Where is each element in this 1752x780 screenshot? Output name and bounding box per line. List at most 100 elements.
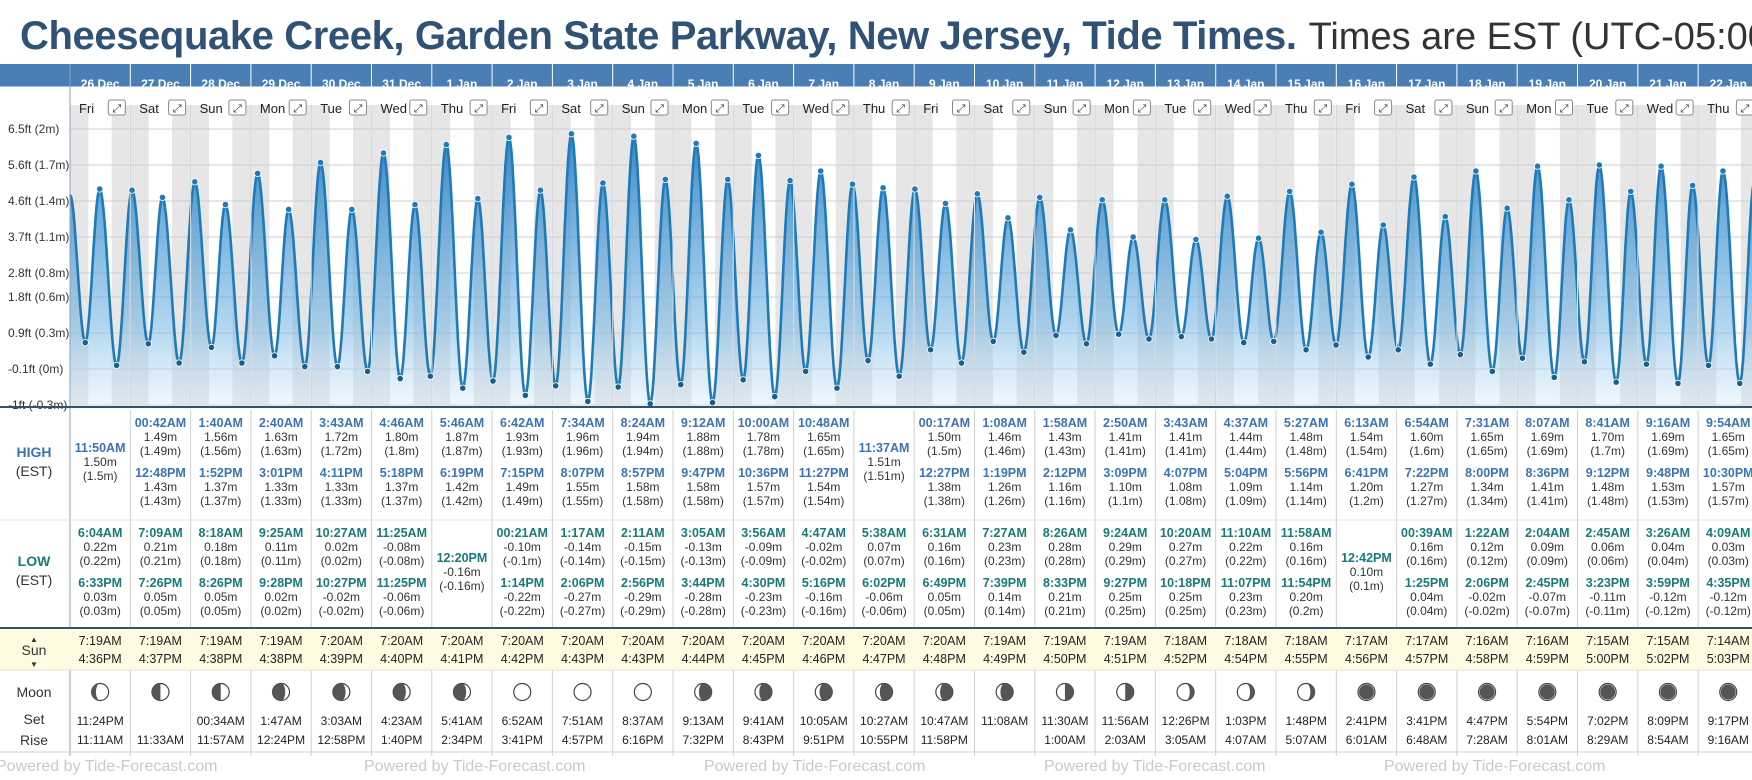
moonrise-time: 4:07AM	[1225, 733, 1266, 747]
low-tide-time: 10:18PM	[1160, 576, 1211, 590]
low-tide-point	[739, 376, 747, 384]
moon-phase-shade	[1245, 683, 1255, 701]
weekday-label: Mon	[1104, 101, 1129, 116]
watermark-text: Powered by Tide-Forecast.com	[0, 758, 218, 775]
high-tide-time: 1:19PM	[983, 466, 1027, 480]
high-tide-time: 9:54AM	[1706, 416, 1750, 430]
row-label-set: Set	[23, 711, 44, 727]
low-tide-height-alt: (0.05m)	[924, 604, 965, 618]
low-tide-point	[1177, 332, 1185, 341]
high-tide-time: 6:41PM	[1345, 466, 1389, 480]
high-tide-point	[221, 201, 230, 209]
moonrise-time: 8:01AM	[1527, 733, 1568, 747]
low-tide-height-alt: (0.11m)	[261, 554, 301, 568]
moon-phase-icon	[633, 682, 652, 702]
moonset-time: 8:37AM	[622, 714, 663, 728]
moon-phase-shade	[1419, 684, 1435, 700]
weekday-label: Mon	[682, 101, 707, 116]
high-tide-height: 1.88m	[686, 430, 719, 444]
high-tide-time: 1:52PM	[199, 466, 243, 480]
low-tide-time: 10:20AM	[1160, 526, 1211, 540]
high-tide-time: 8:41AM	[1585, 416, 1629, 430]
high-tide-height: 1.65m	[1470, 430, 1503, 444]
high-tide-point	[1595, 161, 1603, 169]
low-tide-height: 0.14m	[988, 590, 1021, 604]
low-tide-point	[1145, 335, 1153, 343]
footer-watermarks: Powered by Tide-Forecast.com Powered by …	[0, 756, 1752, 780]
low-tide-height-alt: (-0.22m)	[500, 604, 545, 618]
high-tide-height-alt: (1.27m)	[1406, 494, 1447, 508]
low-tide-height-alt: (-0.28m)	[680, 604, 725, 618]
low-tide-time: 9:25AM	[259, 526, 303, 540]
moonrise-time: 9:51PM	[803, 733, 844, 747]
sunrise-time: 7:14AM	[1707, 634, 1750, 648]
low-tide-point	[833, 384, 841, 392]
low-tide-height-alt: (0.03m)	[1708, 554, 1749, 568]
high-tide-time: 11:37AM	[859, 441, 910, 455]
high-tide-height: 1.09m	[1229, 480, 1262, 494]
high-tide-time: 6:54AM	[1405, 416, 1449, 430]
high-tide-point	[1098, 196, 1106, 204]
weekday-label: Wed	[1647, 101, 1674, 116]
moon-phase-shade	[1125, 683, 1134, 701]
low-tide-height: -0.10m	[504, 540, 541, 554]
low-tide-time: 00:21AM	[497, 526, 548, 540]
high-tide-height-alt: (1.88m)	[682, 444, 723, 458]
low-tide-height: -0.02m	[323, 590, 360, 604]
weekday-label: Wed	[1225, 101, 1252, 116]
low-tide-point	[81, 338, 89, 347]
high-tide-time: 4:37AM	[1224, 416, 1268, 430]
sunset-time: 4:47PM	[863, 652, 906, 666]
sunrise-time: 7:20AM	[742, 634, 785, 648]
moon-phase-shade	[453, 683, 467, 701]
low-tide-point	[1642, 360, 1651, 368]
low-tide-height-alt: (0.28m)	[1044, 554, 1085, 568]
moonset-time: 11:30AM	[1041, 714, 1088, 728]
sunset-time: 4:51PM	[1104, 652, 1147, 666]
high-tide-point	[379, 149, 388, 157]
low-tide-height-alt: (0.2m)	[1289, 604, 1324, 618]
low-tide-height: 0.07m	[867, 540, 900, 554]
weekday-label: Sat	[1406, 101, 1426, 116]
sunset-time: 4:38PM	[260, 652, 303, 666]
expand-icon: ⤢	[776, 103, 785, 115]
sunrise-time: 7:19AM	[79, 634, 122, 648]
low-tide-height: -0.12m	[1710, 590, 1747, 604]
high-tide-height-alt: (1.42m)	[441, 494, 482, 508]
high-tide-height: 1.57m	[747, 480, 780, 494]
low-tide-time: 9:27PM	[1103, 576, 1147, 590]
low-tide-time: 2:04AM	[1525, 526, 1569, 540]
high-tide-time: 6:13AM	[1344, 416, 1388, 430]
low-tide-height-alt: (0.18m)	[200, 554, 241, 568]
low-tide-height-alt: (-0.16m)	[439, 579, 484, 593]
low-tide-height-alt: (-0.09m)	[741, 554, 786, 568]
date-label: 6 Jan	[748, 77, 779, 91]
high-tide-time: 4:46AM	[379, 416, 423, 430]
expand-icon: ⤢	[112, 103, 121, 115]
y-tick-label: 6.5ft (2m)	[8, 122, 59, 136]
low-tide-height: -0.02m	[1468, 590, 1505, 604]
low-tide-height-alt: (0.12m)	[1466, 554, 1507, 568]
weekday-label: Thu	[441, 101, 463, 116]
sunrise-time: 7:20AM	[380, 634, 423, 648]
high-tide-height-alt: (1.65m)	[803, 444, 844, 458]
moonset-time: 10:27AM	[860, 714, 908, 728]
high-tide-time: 3:43AM	[319, 416, 363, 430]
sunset-time: 4:58PM	[1466, 652, 1509, 666]
sunset-time: 5:02PM	[1646, 652, 1689, 666]
low-tide-height-alt: (-0.11m)	[1585, 604, 1629, 618]
high-tide-height: 1.50m	[928, 430, 961, 444]
low-tide-point	[270, 352, 279, 360]
expand-icon: ⤢	[1198, 103, 1207, 115]
high-tide-time: 3:09PM	[1103, 466, 1147, 480]
low-tide-point	[364, 367, 372, 375]
low-tide-time: 2:45AM	[1585, 526, 1629, 540]
expand-icon: ⤢	[836, 103, 845, 115]
sunrise-time: 7:19AM	[1043, 634, 1086, 648]
sunset-time: 4:39PM	[320, 652, 363, 666]
high-tide-height-alt: (1.2m)	[1349, 494, 1384, 508]
high-tide-time: 10:48AM	[798, 416, 849, 430]
date-label: 10 Jan	[986, 77, 1023, 91]
high-tide-height: 1.69m	[1651, 430, 1684, 444]
low-tide-height: 0.02m	[264, 590, 297, 604]
